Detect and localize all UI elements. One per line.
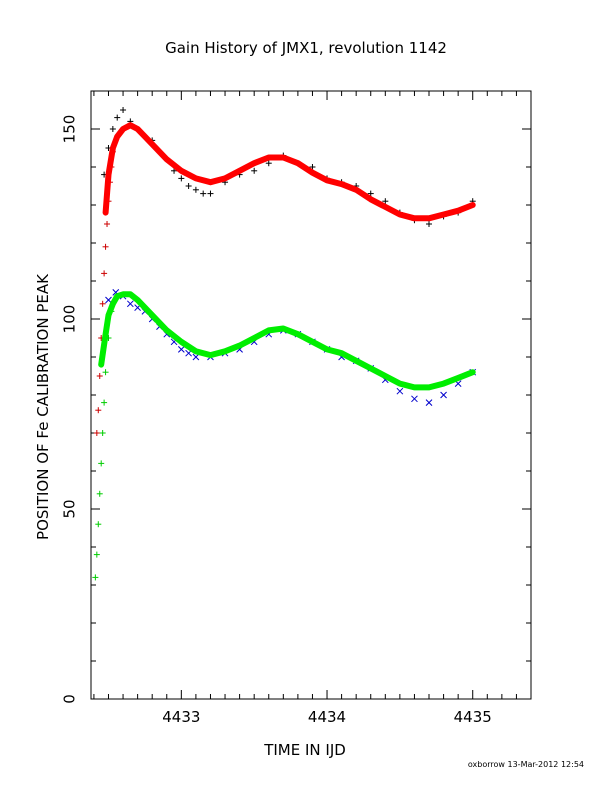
data-point-0 xyxy=(309,164,316,170)
data-point-0 xyxy=(120,107,127,113)
fit-curve-4 xyxy=(102,122,476,222)
x-tick-label: 4434 xyxy=(308,708,346,726)
y-axis-label: POSITION OF Fe CALIBRATION PEAK xyxy=(34,273,52,540)
data-point-0 xyxy=(382,198,389,205)
data-point-0 xyxy=(207,190,214,197)
axes: 4433 4434 4435 0 50 100 150 xyxy=(61,90,531,726)
data-point-3 xyxy=(93,551,100,558)
y-tick-label: 50 xyxy=(61,499,79,518)
data-point-stroke xyxy=(454,380,462,387)
data-point-0 xyxy=(178,175,185,182)
chart-title: Gain History of JMX1, revolution 1142 xyxy=(165,39,447,57)
fit-curve-5 xyxy=(98,291,476,391)
data-point-1 xyxy=(96,373,103,379)
data-point-stroke xyxy=(440,391,447,399)
data-point-2 xyxy=(396,387,404,395)
data-point-stroke xyxy=(177,346,185,353)
data-point-0 xyxy=(109,126,116,132)
data-point-2 xyxy=(425,399,433,406)
data-point-2 xyxy=(126,300,134,308)
data-point-2 xyxy=(440,391,447,399)
data-point-2 xyxy=(177,346,185,353)
data-point-1 xyxy=(104,221,111,227)
data-point-stroke xyxy=(425,399,433,406)
data-point-0 xyxy=(185,183,192,189)
data-point-0 xyxy=(251,167,258,174)
data-point-stroke xyxy=(126,300,134,308)
data-point-1 xyxy=(101,270,108,277)
data-point-3 xyxy=(102,369,109,376)
data-point-1 xyxy=(95,407,102,414)
data-point-3 xyxy=(92,574,99,581)
data-point-0 xyxy=(265,160,272,167)
data-point-0 xyxy=(200,190,207,197)
y-tick-label: 0 xyxy=(61,694,79,704)
data-point-stroke xyxy=(105,296,112,304)
data-point-stroke xyxy=(411,395,418,403)
data-point-0 xyxy=(426,221,433,227)
data-point-3 xyxy=(95,521,102,528)
x-tick-label: 4433 xyxy=(162,708,200,726)
data-point-1 xyxy=(99,300,106,307)
data-point-3 xyxy=(99,430,106,436)
data-point-3 xyxy=(101,399,108,406)
data-point-stroke xyxy=(192,353,200,361)
data-point-stroke xyxy=(112,289,120,296)
y-tick-label: 150 xyxy=(61,115,79,144)
data-marks xyxy=(92,107,477,581)
data-point-2 xyxy=(411,395,418,403)
data-point-0 xyxy=(114,114,121,121)
data-point-stroke xyxy=(396,387,404,395)
plot-frame xyxy=(90,90,532,700)
data-point-1 xyxy=(93,430,100,436)
data-point-0 xyxy=(192,186,199,193)
x-axis-label: TIME IN IJD xyxy=(263,741,346,759)
x-tick-label: 4435 xyxy=(454,708,492,726)
footer-credit: oxborrow 13-Mar-2012 12:54 xyxy=(468,760,584,769)
data-point-0 xyxy=(367,190,374,197)
data-point-3 xyxy=(96,490,103,497)
data-point-2 xyxy=(192,353,200,361)
data-point-1 xyxy=(102,243,109,250)
data-point-3 xyxy=(98,460,105,467)
y-tick-label: 100 xyxy=(61,305,79,334)
